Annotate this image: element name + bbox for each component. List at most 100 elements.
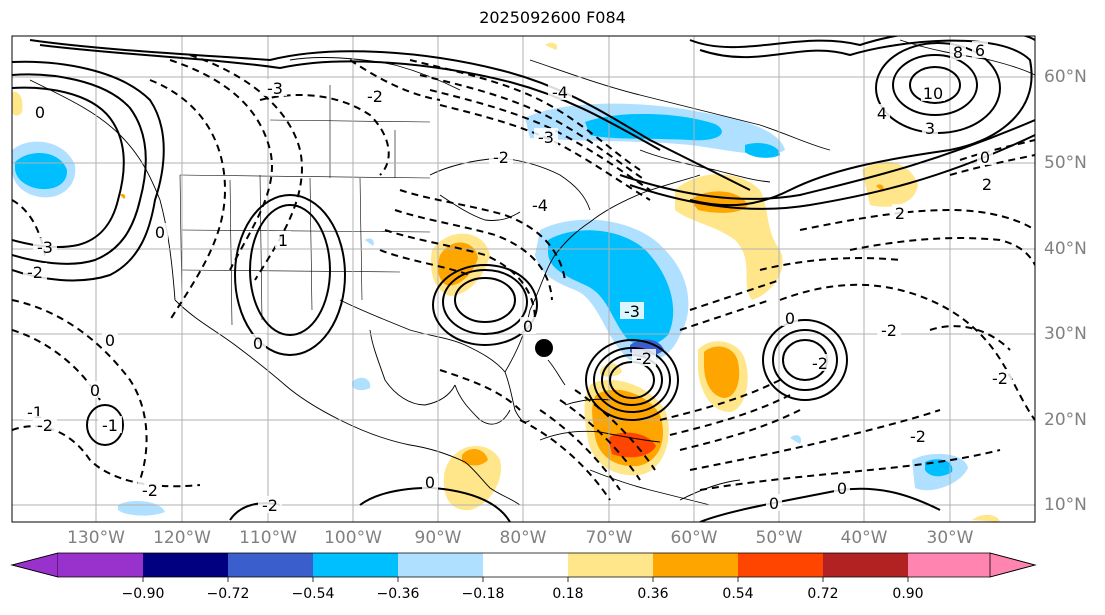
contour-label: -4 <box>532 196 548 215</box>
contour-label-bg <box>874 104 890 121</box>
contour-label-bg <box>33 238 57 255</box>
contour-label-bg <box>921 84 945 101</box>
contour-label: -2 <box>493 148 509 167</box>
blue-core-labrador <box>585 113 722 141</box>
orange-atlantic <box>704 346 740 398</box>
contour-label-bg <box>33 416 57 433</box>
contour-label-bg <box>950 43 966 60</box>
contour-label: 0 <box>769 494 779 513</box>
lon-label-70w: 70°W <box>585 528 633 548</box>
orange-tiny-pacific <box>120 193 126 199</box>
lat-label-60n: 60°N <box>1044 67 1087 87</box>
contour-label-bg <box>250 334 266 351</box>
lat-label-50n: 50°N <box>1044 153 1087 173</box>
contour-label-bg <box>258 496 282 513</box>
contour-label: 3 <box>925 119 935 138</box>
red-caribbean <box>608 432 656 458</box>
contour-label-bg <box>528 196 552 213</box>
contour-label-bg <box>977 148 993 165</box>
contour-label-bg <box>906 427 930 444</box>
contour-label: 0 <box>253 334 263 353</box>
contour-label-bg <box>620 302 644 319</box>
contour-label: 0 <box>785 309 795 328</box>
storm-center-marker <box>535 339 553 357</box>
contour-label-bg <box>138 481 162 498</box>
contour-label: 10 <box>923 84 943 103</box>
colorbar-bin-11 <box>908 553 990 577</box>
yellow-small-se <box>972 514 1000 522</box>
orange-patch-westedge <box>12 91 23 116</box>
colorbar-extend-low <box>10 552 59 578</box>
contour-label: 2 <box>895 204 905 223</box>
lon-label-30w: 30°W <box>926 528 974 548</box>
contour-label: -3 <box>538 128 554 147</box>
contour-label: 0 <box>105 331 115 350</box>
colorbar-bin-3 <box>228 553 313 577</box>
contour-label-bg <box>23 263 47 280</box>
colorbar-tick-label: −0.54 <box>291 586 335 602</box>
contour-label-bg <box>892 204 908 221</box>
contour-label: -3 <box>624 302 640 321</box>
contour-label: -2 <box>812 354 828 373</box>
contour-label: 0 <box>35 103 45 122</box>
contour-label-bg <box>422 473 438 490</box>
colorbar-tick-label: 0.54 <box>722 586 754 602</box>
contour-label: -1 <box>102 416 118 435</box>
contour-label-bg <box>972 41 988 58</box>
lon-label-120w: 120°W <box>153 528 211 548</box>
colorbar-tick-label: 0.36 <box>637 586 669 602</box>
colorbar-bin-10 <box>823 553 908 577</box>
yellow-centralamerica <box>443 446 501 511</box>
contour-label: 0 <box>155 223 165 242</box>
lon-label-110w: 110°W <box>239 528 297 548</box>
contour-label-bg <box>32 103 48 120</box>
colorbar-bin-1 <box>58 553 143 577</box>
contour-label: -4 <box>552 83 568 102</box>
contour-label: -2 <box>910 427 926 446</box>
contour-label-bg <box>766 494 782 511</box>
colorbar-tick-label: −0.90 <box>121 586 165 602</box>
colorbar-tick-label: −0.36 <box>376 586 420 602</box>
colorbar-tick-label: 0.72 <box>807 586 839 602</box>
contour-label-bg <box>548 83 572 100</box>
colorbar-bin-8 <box>653 553 738 577</box>
contour-label: 4 <box>877 104 887 123</box>
colorbar-outline <box>10 552 1037 578</box>
colorbar-tick-label: −0.72 <box>206 586 250 602</box>
contour-label-bg <box>988 369 1012 386</box>
contour-label: -2 <box>262 496 278 515</box>
contour-label: 1 <box>278 231 288 250</box>
blue-small-central <box>365 238 374 246</box>
orange-appalachia <box>438 242 478 286</box>
colorbar <box>10 552 1037 582</box>
colorbar-bin-5 <box>398 553 483 577</box>
colorbar-bin-4 <box>313 553 398 577</box>
contour-label-bg <box>489 148 513 165</box>
orange-centralamerica <box>462 448 488 466</box>
contour-label: -2 <box>636 349 652 368</box>
contour-label: -2 <box>992 369 1008 388</box>
contour-label-bg <box>152 223 168 240</box>
colorbar-bin-7 <box>568 553 653 577</box>
lat-label-20n: 20°N <box>1044 410 1087 430</box>
contour-label-bg <box>979 175 995 192</box>
contour-label-bg <box>23 403 47 420</box>
contour-label-bg <box>782 309 798 326</box>
orange-small-north <box>545 42 558 50</box>
blue-small-texas <box>352 377 371 391</box>
lon-label-50w: 50°W <box>755 528 803 548</box>
contour-label-bg <box>808 354 832 371</box>
yellow-midatlantic-north <box>862 161 918 207</box>
lon-label-60w: 60°W <box>670 528 718 548</box>
colorbar-bin-9 <box>738 553 823 577</box>
map-frame <box>11 35 1036 523</box>
contour-label-bg <box>363 87 387 104</box>
colorbar-bin-2 <box>143 553 228 577</box>
contour-label-bg <box>922 119 938 136</box>
contour-label-bg <box>263 79 287 96</box>
contour-label-bg <box>520 317 536 334</box>
lat-label-40n: 40°N <box>1044 239 1087 259</box>
contour-label: 0 <box>523 317 533 336</box>
lon-label-130w: 130°W <box>67 528 125 548</box>
